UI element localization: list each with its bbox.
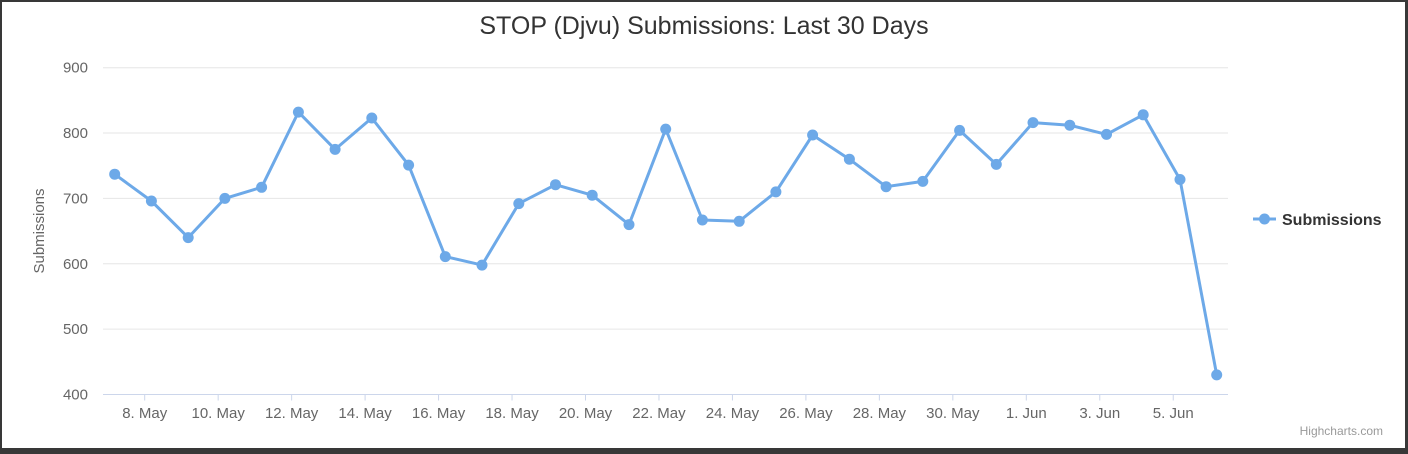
data-point-marker[interactable]: [145, 195, 157, 207]
y-tick-label: 400: [63, 387, 88, 404]
screenshot-border-bottom: [0, 448, 1408, 454]
data-point-marker[interactable]: [1027, 117, 1039, 129]
data-point-marker[interactable]: [329, 143, 341, 155]
data-point-marker[interactable]: [623, 219, 635, 231]
x-tick-label: 3. Jun: [1079, 405, 1120, 422]
x-tick-label: 28. May: [853, 405, 907, 422]
data-point-marker[interactable]: [476, 259, 488, 271]
y-tick-label: 900: [63, 60, 88, 77]
data-point-marker[interactable]: [403, 159, 415, 171]
y-axis-title: Submissions: [31, 188, 48, 273]
x-tick-label: 8. May: [122, 405, 168, 422]
data-point-marker[interactable]: [660, 123, 672, 135]
data-point-marker[interactable]: [219, 192, 231, 204]
legend-item-submissions[interactable]: Submissions: [1253, 212, 1382, 229]
data-point-marker[interactable]: [366, 112, 378, 124]
data-point-marker[interactable]: [182, 232, 194, 244]
data-point-marker[interactable]: [954, 124, 966, 136]
x-tick-label: 10. May: [191, 405, 245, 422]
y-tick-label: 800: [63, 125, 88, 142]
x-tick-label: 12. May: [265, 405, 319, 422]
data-point-marker[interactable]: [917, 175, 929, 187]
data-point-marker[interactable]: [292, 106, 304, 118]
data-point-marker[interactable]: [550, 179, 561, 191]
series-line-submissions: [113, 110, 1219, 377]
data-point-marker[interactable]: [1064, 119, 1076, 131]
data-point-marker[interactable]: [733, 215, 745, 227]
x-tick-label: 5. Jun: [1153, 405, 1194, 422]
legend-label: Submissions: [1282, 212, 1382, 229]
data-point-marker[interactable]: [1211, 369, 1223, 381]
y-axis-labels-group: 400 500 600 700 800 900: [63, 60, 88, 404]
y-tick-label: 700: [63, 190, 88, 207]
x-tick-label: 24. May: [706, 405, 760, 422]
screenshot-border-top: [0, 0, 1408, 2]
data-point-marker[interactable]: [990, 158, 1002, 170]
x-tick-label: 1. Jun: [1006, 405, 1047, 422]
x-tick-label: 18. May: [485, 405, 539, 422]
x-tick-label: 30. May: [926, 405, 980, 422]
x-axis-labels-group: 8. May 10. May 12. May 14. May 16. May 18. Ma…: [122, 405, 1193, 422]
data-point-marker[interactable]: [1137, 109, 1149, 121]
data-point-marker[interactable]: [807, 129, 819, 141]
data-point-marker[interactable]: [439, 251, 451, 263]
data-point-marker[interactable]: [256, 181, 268, 193]
data-point-marker[interactable]: [880, 181, 892, 193]
x-tick-label: 26. May: [779, 405, 833, 422]
y-tick-label: 500: [63, 321, 88, 338]
data-point-marker[interactable]: [1101, 128, 1112, 140]
gridlines-group: [103, 67, 1228, 330]
x-tick-label: 16. May: [412, 405, 466, 422]
data-point-marker[interactable]: [109, 168, 121, 180]
axis-group: [103, 394, 1228, 401]
data-point-marker[interactable]: [843, 153, 855, 165]
data-point-marker[interactable]: [696, 214, 708, 226]
series-group: [109, 106, 1223, 381]
y-tick-label: 600: [63, 256, 88, 273]
x-tick-label: 22. May: [632, 405, 686, 422]
data-point-marker[interactable]: [586, 189, 598, 201]
legend-marker-icon: [1259, 213, 1270, 225]
screenshot-border-left: [0, 0, 2, 454]
data-point-marker[interactable]: [770, 186, 782, 198]
credits-link[interactable]: Highcharts.com: [1300, 424, 1383, 438]
screenshot-border-right: [1405, 0, 1408, 454]
data-point-marker[interactable]: [1174, 174, 1186, 185]
x-tick-label: 20. May: [559, 405, 613, 422]
chart-title: STOP (Djvu) Submissions: Last 30 Days: [479, 12, 928, 40]
data-point-marker[interactable]: [513, 198, 525, 210]
x-tick-label: 14. May: [338, 405, 392, 422]
